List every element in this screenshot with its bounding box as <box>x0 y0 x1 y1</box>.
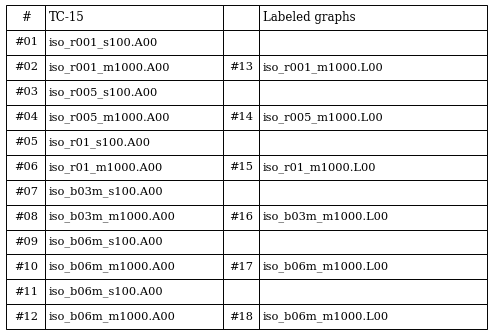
Bar <box>259 155 487 180</box>
Text: iso_b03m_s100.A00: iso_b03m_s100.A00 <box>49 187 164 198</box>
Text: iso_r001_m1000.A00: iso_r001_m1000.A00 <box>49 62 171 73</box>
Bar <box>45 254 223 280</box>
Bar <box>259 229 487 254</box>
Text: iso_b06m_m1000.A00: iso_b06m_m1000.A00 <box>49 311 176 322</box>
Text: #01: #01 <box>14 37 37 47</box>
Text: #06: #06 <box>14 162 37 172</box>
Bar <box>6 180 45 205</box>
Bar <box>45 5 223 30</box>
Text: #05: #05 <box>14 137 37 147</box>
Bar <box>223 130 259 155</box>
Bar <box>259 205 487 229</box>
Bar <box>45 280 223 304</box>
Text: iso_b06m_s100.A00: iso_b06m_s100.A00 <box>49 237 164 247</box>
Bar <box>45 80 223 105</box>
Text: #03: #03 <box>14 87 37 97</box>
Text: TC-15: TC-15 <box>49 11 85 24</box>
Text: #: # <box>21 11 31 24</box>
Text: iso_b03m_m1000.A00: iso_b03m_m1000.A00 <box>49 212 176 222</box>
Bar <box>223 105 259 130</box>
Text: #13: #13 <box>229 62 253 72</box>
Bar <box>259 254 487 280</box>
Bar <box>223 280 259 304</box>
Text: iso_b06m_m1000.L00: iso_b06m_m1000.L00 <box>263 311 389 322</box>
Bar <box>45 55 223 80</box>
Bar <box>6 55 45 80</box>
Bar <box>223 80 259 105</box>
Bar <box>223 229 259 254</box>
Bar <box>6 30 45 55</box>
Bar <box>223 254 259 280</box>
Text: #17: #17 <box>229 262 253 272</box>
Bar <box>259 180 487 205</box>
Bar <box>259 80 487 105</box>
Bar <box>259 5 487 30</box>
Bar <box>45 304 223 329</box>
Text: iso_r005_m1000.L00: iso_r005_m1000.L00 <box>263 112 384 123</box>
Bar <box>259 280 487 304</box>
Bar <box>45 229 223 254</box>
Text: #10: #10 <box>14 262 37 272</box>
Text: iso_b06m_m1000.A00: iso_b06m_m1000.A00 <box>49 261 176 272</box>
Bar <box>223 55 259 80</box>
Bar <box>223 304 259 329</box>
Bar <box>6 229 45 254</box>
Bar <box>45 155 223 180</box>
Bar <box>259 30 487 55</box>
Text: iso_r005_s100.A00: iso_r005_s100.A00 <box>49 87 158 98</box>
Bar <box>45 30 223 55</box>
Text: iso_r01_m1000.A00: iso_r01_m1000.A00 <box>49 162 163 172</box>
Text: #15: #15 <box>229 162 253 172</box>
Text: #08: #08 <box>14 212 37 222</box>
Bar <box>223 5 259 30</box>
Text: iso_b06m_s100.A00: iso_b06m_s100.A00 <box>49 287 164 297</box>
Text: iso_b06m_m1000.L00: iso_b06m_m1000.L00 <box>263 261 389 272</box>
Bar <box>45 130 223 155</box>
Bar <box>6 80 45 105</box>
Bar <box>223 205 259 229</box>
Text: #18: #18 <box>229 312 253 322</box>
Bar <box>223 30 259 55</box>
Text: #12: #12 <box>14 312 37 322</box>
Bar <box>259 105 487 130</box>
Bar <box>6 304 45 329</box>
Text: #11: #11 <box>14 287 37 297</box>
Bar <box>45 180 223 205</box>
Bar <box>6 280 45 304</box>
Text: #07: #07 <box>14 187 37 197</box>
Bar <box>259 130 487 155</box>
Text: iso_r001_s100.A00: iso_r001_s100.A00 <box>49 37 158 48</box>
Text: iso_r005_m1000.A00: iso_r005_m1000.A00 <box>49 112 171 123</box>
Bar <box>223 155 259 180</box>
Bar <box>45 205 223 229</box>
Text: iso_b03m_m1000.L00: iso_b03m_m1000.L00 <box>263 212 389 222</box>
Bar <box>6 254 45 280</box>
Bar <box>6 105 45 130</box>
Text: iso_r01_s100.A00: iso_r01_s100.A00 <box>49 137 151 148</box>
Text: #04: #04 <box>14 112 37 122</box>
Text: #02: #02 <box>14 62 37 72</box>
Text: iso_r01_m1000.L00: iso_r01_m1000.L00 <box>263 162 377 172</box>
Bar <box>6 5 45 30</box>
Text: #14: #14 <box>229 112 253 122</box>
Text: #16: #16 <box>229 212 253 222</box>
Bar <box>223 180 259 205</box>
Text: iso_r001_m1000.L00: iso_r001_m1000.L00 <box>263 62 384 73</box>
Bar <box>6 155 45 180</box>
Bar <box>259 55 487 80</box>
Bar <box>45 105 223 130</box>
Bar <box>6 130 45 155</box>
Bar <box>6 205 45 229</box>
Text: Labeled graphs: Labeled graphs <box>263 11 355 24</box>
Bar <box>259 304 487 329</box>
Text: #09: #09 <box>14 237 37 247</box>
